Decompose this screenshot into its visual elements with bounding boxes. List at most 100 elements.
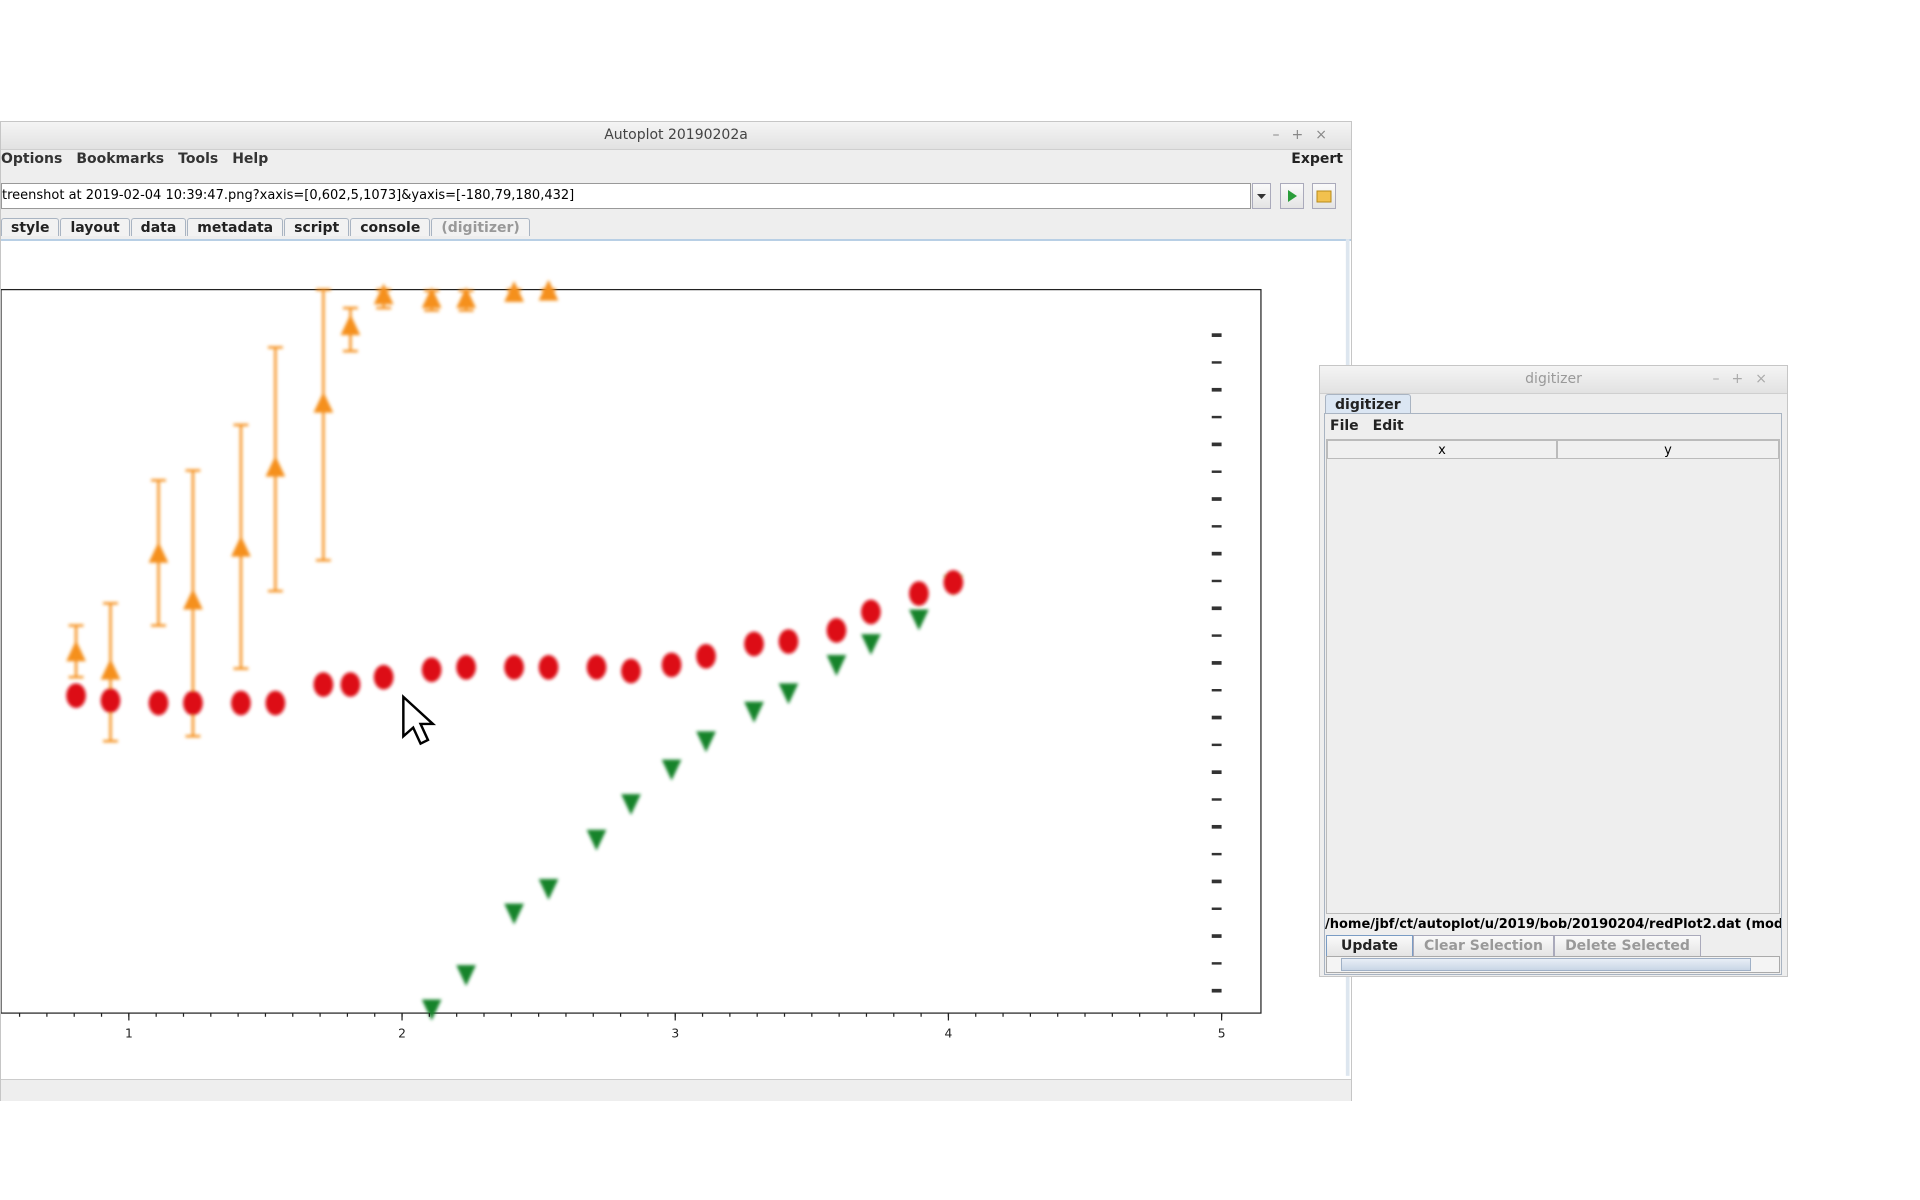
tab[interactable]: data [130,218,187,236]
circle-marker [778,629,799,654]
circle-marker [861,599,881,625]
x-tick-label: 3 [671,1027,679,1041]
window-title: digitizer [1525,371,1582,387]
expert-menu[interactable]: Expert [1291,151,1343,167]
button-row: Update Clear Selection Delete Selected [1326,935,1701,957]
column-header[interactable]: x [1327,440,1557,459]
circle-marker [538,655,559,680]
scrollbar[interactable] [1326,956,1780,973]
circle-marker [340,672,361,697]
image-markers [66,279,964,1021]
go-button[interactable] [1280,183,1304,209]
triangle-marker [421,287,442,309]
circle-marker [183,690,203,716]
triangle-marker [66,640,86,662]
circle-marker [313,672,334,697]
tab[interactable]: style [1,218,60,236]
window-title: Autoplot 20190202a [604,127,748,143]
plot-frame [1,288,1262,1014]
button[interactable]: Delete Selected [1554,935,1701,957]
title-bar: digitizer –+× [1320,366,1787,394]
x-tick-label: 1 [125,1027,133,1041]
inverted-triangle-marker [861,634,881,656]
x-tick-label: 2 [398,1027,406,1041]
inverted-triangle-marker [661,759,682,781]
dropdown-icon [1257,194,1266,199]
menu-item[interactable]: Help [232,151,269,167]
autoplot-window: Autoplot 20190202a –+× Options Bookmarks T… [0,121,1352,1101]
canvas-panel: 1 2 3 4 5 [1,239,1351,1079]
triangle-marker [100,658,121,680]
menu-item[interactable]: Options [1,151,63,167]
dropdown-button[interactable] [1252,183,1271,209]
button[interactable]: Clear Selection [1413,935,1554,957]
circle-marker [826,618,847,643]
triangle-marker [313,391,334,413]
triangle-marker [231,535,251,557]
triangle-marker [373,283,394,305]
triangle-marker [265,455,286,477]
inverted-triangle-marker [909,609,929,631]
x-tick-label: 4 [945,1027,953,1041]
inverted-triangle-marker [826,655,847,676]
tab[interactable]: script [284,218,350,236]
title-bar: Autoplot 20190202a –+× [1,122,1351,150]
tab[interactable]: digitizer [1325,394,1411,413]
open-button[interactable] [1312,183,1336,209]
open-icon [1316,190,1332,203]
window-controls[interactable]: –+× [1272,127,1339,143]
menu-bar: File Edit [1330,416,1404,436]
image-axis-ticks [1211,333,1222,993]
window-controls[interactable]: –+× [1712,371,1779,387]
menu-item[interactable]: Edit [1372,418,1404,434]
circle-marker [744,631,764,657]
scroll-thumb[interactable] [1341,958,1751,971]
triangle-marker [456,287,476,309]
tab[interactable]: metadata [187,218,284,236]
circle-marker [373,664,394,690]
menu-item[interactable]: Bookmarks [76,151,165,167]
menu-item[interactable]: File [1330,418,1359,434]
inverted-triangle-marker [421,999,442,1021]
tab[interactable]: (digitizer) [431,218,530,236]
circle-marker [696,643,716,669]
file-label: /home/jbf/ct/autoplot/u/2019/bob/2019020… [1325,917,1781,932]
uri-field[interactable]: treenshot at 2019-02-04 10:39:47.png?xax… [1,183,1251,209]
mouse-cursor [402,694,437,746]
circle-marker [661,652,682,678]
triangle-marker [148,541,169,563]
circle-marker [265,690,286,716]
column-header[interactable]: y [1557,440,1779,459]
status-bar [1,1079,1351,1101]
triangle-marker [340,314,361,336]
circle-marker [231,690,251,716]
circle-marker [100,688,121,713]
circle-marker [586,655,607,680]
circle-marker [621,658,641,684]
triangle-marker [504,280,524,302]
inverted-triangle-marker [456,965,476,987]
menu-bar: Options Bookmarks Tools Help [1,149,1261,169]
tab[interactable]: console [350,218,431,236]
inverted-triangle-marker [621,794,641,815]
menu-item[interactable]: Tools [178,151,219,167]
inverted-triangle-marker [504,903,524,925]
x-axis: 1 2 3 4 5 [18,1013,1226,1041]
inverted-triangle-marker [744,701,764,723]
x-tick-label: 5 [1218,1027,1226,1041]
circle-marker [66,683,86,708]
inverted-triangle-marker [696,731,716,753]
tab[interactable]: layout [60,218,130,236]
triangle-marker [538,279,559,301]
circle-marker [504,655,524,680]
tab-strip: style layout data metadata script console (dig… [1,218,531,236]
circle-marker [148,690,169,716]
inverted-triangle-marker [778,683,799,705]
tab-strip: digitizer [1325,394,1412,413]
button[interactable]: Update [1326,935,1413,957]
